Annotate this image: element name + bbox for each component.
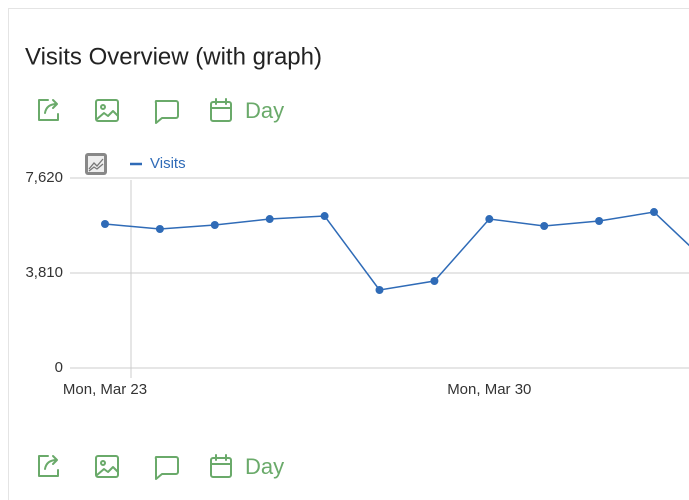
export-icon[interactable] bbox=[38, 99, 59, 121]
x-tick-label: Mon, Mar 23 bbox=[63, 381, 147, 398]
y-tick-label: 3,810 bbox=[25, 264, 63, 281]
card bbox=[8, 8, 689, 500]
annotation-icon[interactable] bbox=[154, 100, 179, 124]
annotation-icon[interactable] bbox=[154, 456, 179, 480]
data-point bbox=[650, 208, 658, 217]
data-point bbox=[430, 277, 439, 286]
image-icon[interactable] bbox=[95, 455, 119, 478]
x-tick-label: Mon, Mar 30 bbox=[447, 381, 531, 398]
y-tick-label: 0 bbox=[55, 359, 63, 376]
data-point bbox=[320, 212, 329, 221]
chart-type-icon[interactable] bbox=[85, 153, 107, 175]
period-selector[interactable]: Day bbox=[245, 98, 284, 123]
period-selector[interactable]: Day bbox=[245, 454, 284, 479]
calendar-icon[interactable] bbox=[210, 454, 232, 478]
calendar-icon[interactable] bbox=[210, 98, 232, 122]
data-point bbox=[101, 220, 109, 229]
data-point bbox=[595, 217, 604, 226]
image-icon[interactable] bbox=[95, 99, 119, 122]
toolbar-top: Day bbox=[38, 98, 284, 124]
series-line bbox=[104, 211, 689, 291]
data-point bbox=[155, 224, 164, 233]
data-point bbox=[265, 215, 274, 224]
export-icon[interactable] bbox=[38, 455, 59, 477]
data-point bbox=[210, 221, 219, 230]
y-tick-label: 7,620 bbox=[25, 169, 63, 186]
data-point bbox=[540, 221, 549, 230]
series-group bbox=[101, 208, 689, 295]
toolbar-bottom: Day bbox=[38, 454, 284, 480]
data-point bbox=[485, 215, 494, 224]
widget-title: Visits Overview (with graph) bbox=[25, 43, 322, 70]
data-point bbox=[375, 286, 384, 295]
legend-label: Visits bbox=[150, 155, 186, 172]
